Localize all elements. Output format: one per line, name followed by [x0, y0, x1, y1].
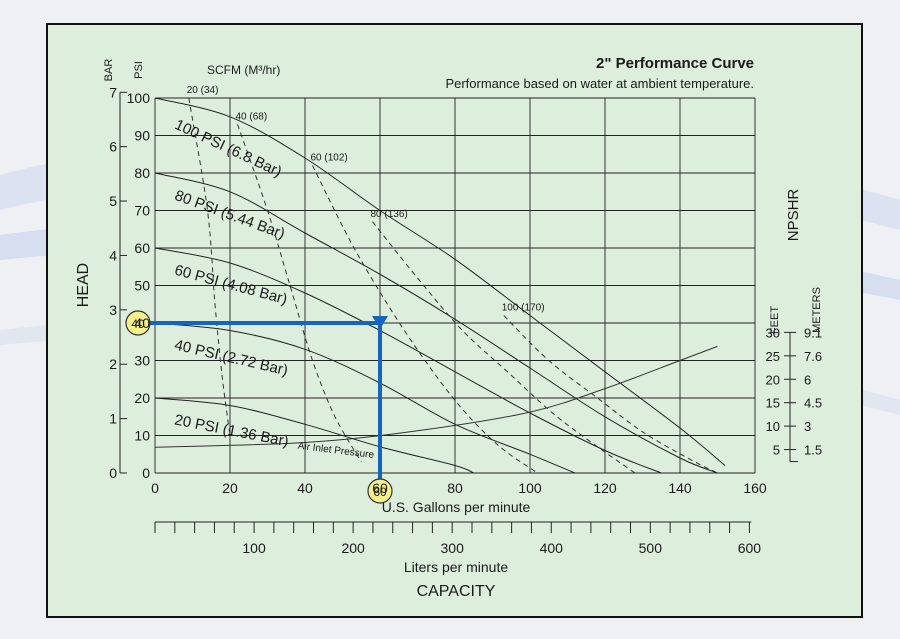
x-axis-label: U.S. Gallons per minute	[382, 499, 531, 515]
psi-tick-label: 30	[134, 353, 150, 369]
npshr-feet-label: 5	[773, 443, 780, 458]
npshr-meters-label: 7.6	[804, 349, 822, 364]
lpm-tick-label: 100	[242, 540, 266, 556]
air-inlet-pressure-label: Air Inlet Pressure	[297, 441, 375, 461]
chart-panel	[46, 23, 863, 618]
npshr-feet-label: 15	[766, 396, 780, 411]
npshr-label: NPSHR	[785, 189, 802, 242]
psi-tick-label: 20	[134, 390, 150, 406]
scfm-label: 80 (136)	[371, 209, 408, 220]
psi-tick-label: 10	[134, 428, 150, 444]
psi-tick-label: 90	[134, 128, 150, 144]
bar-tick-label: 7	[109, 84, 117, 100]
psi-tick-label: 40	[134, 315, 150, 331]
npshr-meters-label: 1.5	[804, 443, 822, 458]
series-line	[154, 247, 662, 474]
x-tick-label: 40	[297, 480, 313, 496]
npshr-meters-label: 9.1	[804, 325, 822, 340]
bar-tick-label: 4	[109, 247, 117, 263]
psi-tick-label: 50	[134, 278, 150, 294]
x2-axis-label: Liters per minute	[404, 559, 508, 575]
lpm-tick-label: 400	[540, 540, 564, 556]
lpm-tick-label: 200	[341, 540, 365, 556]
npshr-feet-label: 20	[766, 372, 780, 387]
scfm-line	[503, 315, 718, 474]
bar-tick-label: 0	[109, 465, 117, 481]
axes: 0 20 40 60 80 100 120 140 1600102030405060708090…	[109, 84, 822, 556]
npshr-meters-label: 3	[804, 419, 811, 434]
x-tick-label: 80	[447, 480, 463, 496]
psi-tick-label: 80	[134, 165, 150, 181]
bar-tick-label: 5	[109, 193, 117, 209]
series-label: 60 PSI (4.08 Bar)	[173, 262, 289, 308]
scfm-label: 60 (102)	[311, 153, 348, 164]
flow-marker	[367, 478, 393, 504]
series-line	[154, 97, 726, 466]
feet-unit-label: FEET	[769, 306, 781, 334]
x-tick-label: 0	[151, 480, 159, 496]
scfm-line	[372, 221, 636, 474]
curves	[125, 97, 726, 504]
lpm-tick-label: 300	[441, 540, 465, 556]
chart-title: 2" Performance Curve	[596, 55, 754, 72]
npshr-feet-label: 30	[766, 325, 780, 340]
psi-tick-label: 70	[134, 203, 150, 219]
series-line	[154, 397, 474, 474]
head-marker-label: 40	[131, 317, 145, 331]
series-line	[154, 172, 718, 474]
npshr-meters-label: 4.5	[804, 396, 822, 411]
bar-unit-label: BAR	[103, 59, 115, 82]
head-marker	[125, 310, 151, 336]
scfm-label: 40 (68)	[236, 111, 268, 122]
bar-tick-label: 2	[109, 356, 117, 372]
capacity-label: CAPACITY	[417, 583, 496, 600]
x-tick-label: 120	[593, 480, 617, 496]
npshr-meters-label: 6	[804, 372, 811, 387]
x-tick-label: 100	[518, 480, 542, 496]
psi-tick-label: 100	[127, 90, 151, 106]
series-label: 40 PSI (2.72 Bar)	[173, 337, 290, 380]
x-tick-label: 160	[743, 480, 767, 496]
scfm-label: SCFM (M³/hr)	[207, 63, 280, 77]
npshr-line	[154, 345, 718, 448]
series-label: 100 PSI (6.8 Bar)	[172, 116, 284, 180]
lpm-tick-label: 500	[639, 540, 663, 556]
scfm-label: 100 (170)	[502, 303, 545, 314]
x-tick-label: 60	[372, 480, 388, 496]
psi-unit-label: PSI	[133, 61, 145, 79]
scfm-line	[237, 124, 362, 463]
scfm-line	[312, 165, 538, 474]
series-label: 20 PSI (1.36 Bar)	[173, 411, 290, 450]
scfm-label: 20 (34)	[187, 85, 219, 96]
npshr-feet-label: 10	[766, 419, 780, 434]
lpm-tick-label: 600	[738, 540, 762, 556]
bar-tick-label: 3	[109, 302, 117, 318]
psi-tick-label: 0	[142, 465, 150, 481]
bar-tick-label: 6	[109, 139, 117, 155]
meters-unit-label: METERS	[811, 287, 823, 333]
example-intersection-marker	[372, 316, 388, 329]
chart-subtitle: Performance based on water at ambient te…	[445, 76, 754, 91]
npshr-feet-label: 25	[766, 349, 780, 364]
bar-tick-label: 1	[109, 411, 117, 427]
x-tick-label: 20	[222, 480, 238, 496]
x-tick-label: 140	[668, 480, 692, 496]
labels: 100 PSI (6.8 Bar)80 PSI (5.44 Bar)60 PSI…	[131, 85, 544, 499]
y-axis-label: HEAD	[75, 263, 92, 307]
flow-marker-label: 60	[373, 485, 387, 499]
scfm-line	[188, 97, 231, 436]
psi-tick-label: 60	[134, 240, 150, 256]
